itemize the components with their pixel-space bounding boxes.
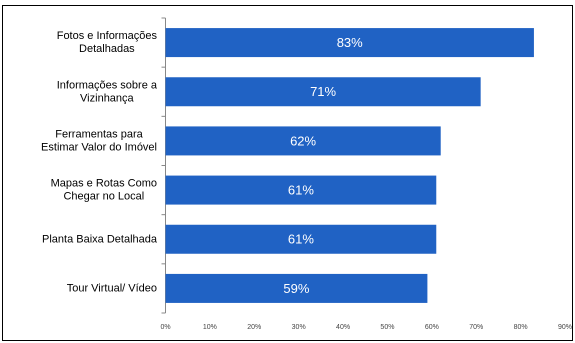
value-label: 83% [337,35,363,50]
bar [165,273,428,303]
category-label: Fotos e Informações Detalhadas [57,30,158,55]
x-tick-label: 0% [160,324,170,331]
category-label: Ferramentas para Estimar Valor do Imóvel [41,128,157,153]
x-tick-label: 40% [336,324,350,331]
value-label: 59% [283,281,309,296]
value-label: 61% [288,183,314,198]
value-label: 62% [290,133,316,148]
bar [165,224,437,254]
x-tick-label: 70% [469,324,483,331]
x-tick-label: 10% [203,324,217,331]
x-tick-label: 50% [380,324,394,331]
category-label: Mapas e Rotas Como Chegar no Local [51,177,157,202]
value-label: 61% [288,232,314,247]
category-label: Informações sobre a Vizinhança [57,79,158,104]
bar [165,77,481,107]
category-label: Planta Baixa Detalhada [42,233,158,245]
x-tick-label: 90% [558,324,572,331]
value-label: 71% [310,84,336,99]
x-tick-label: 20% [247,324,261,331]
x-tick-label: 30% [292,324,306,331]
bar [165,126,441,156]
bar [165,28,534,58]
x-tick-label: 80% [514,324,528,331]
category-label: Tour Virtual/ Vídeo [67,282,157,294]
x-tick-label: 60% [425,324,439,331]
bar [165,175,437,205]
